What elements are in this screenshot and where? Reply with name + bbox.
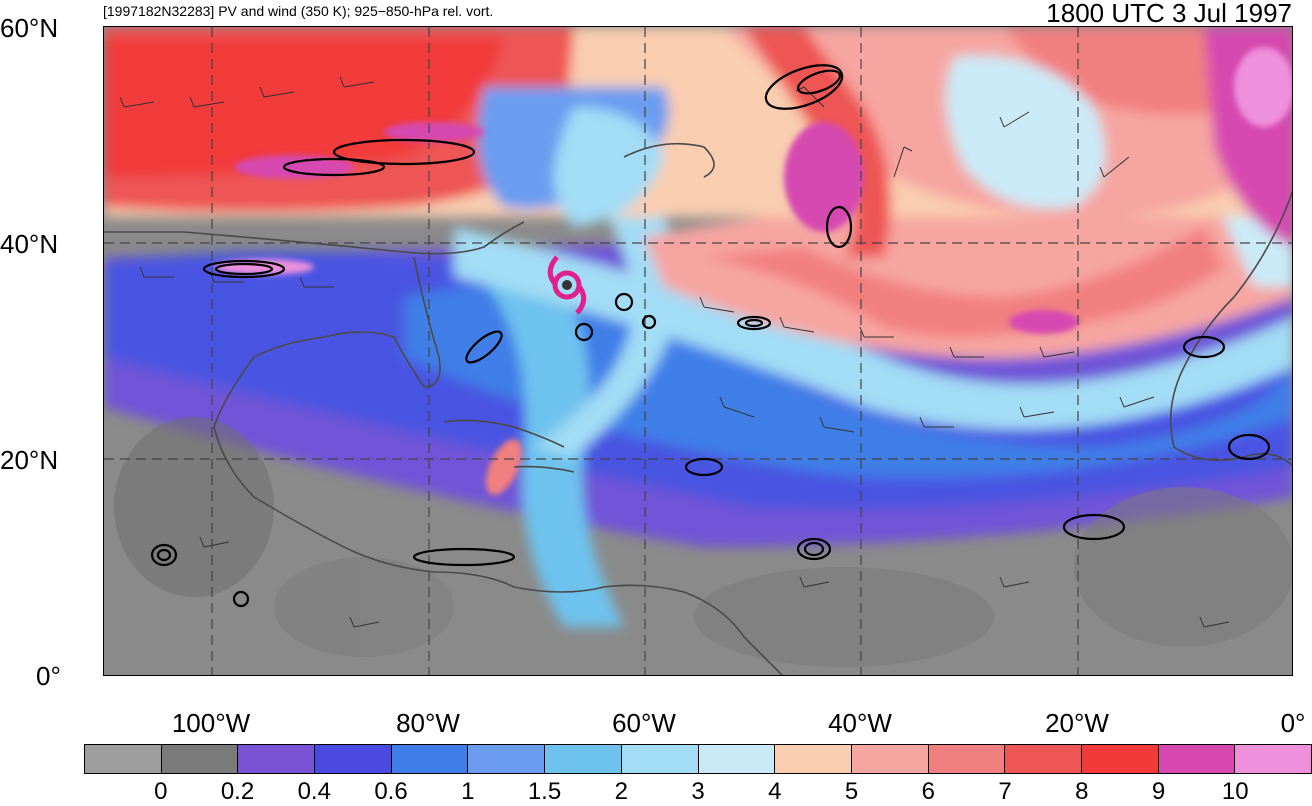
lon-label-80w: 80°W bbox=[396, 708, 460, 738]
lon-label-60w: 60°W bbox=[612, 708, 676, 738]
colorbar-label: 10 bbox=[1221, 778, 1249, 805]
wind-barbs bbox=[119, 76, 1230, 628]
pv-shading bbox=[104, 27, 1292, 627]
colorbar-swatch bbox=[851, 745, 929, 773]
colorbar-swatch bbox=[1081, 745, 1159, 773]
lat-label-60n: 60°N bbox=[0, 13, 59, 43]
lat-label-20n: 20°N bbox=[0, 445, 59, 475]
map-timestamp: 1800 UTC 3 Jul 1997 bbox=[1046, 0, 1292, 28]
colorbar-swatch bbox=[545, 745, 622, 773]
colorbar-label: 3 bbox=[691, 778, 705, 805]
colorbar-label: 0.6 bbox=[374, 778, 408, 805]
colorbar-label: 5 bbox=[844, 778, 859, 805]
lon-label-0: 0° bbox=[1280, 708, 1306, 738]
colorbar-label: 0.2 bbox=[220, 778, 255, 805]
colorbar-label: 1 bbox=[461, 778, 475, 805]
colorbar-label: 9 bbox=[1151, 778, 1166, 805]
colorbar bbox=[84, 744, 1312, 774]
colorbar-swatch bbox=[238, 745, 316, 773]
colorbar-label: 7 bbox=[998, 778, 1012, 805]
colorbar-swatch bbox=[391, 745, 469, 773]
colorbar-swatch bbox=[161, 745, 239, 773]
hurricane-symbol bbox=[547, 255, 587, 315]
map-title: [1997182N32283] PV and wind (350 K); 925… bbox=[103, 3, 494, 19]
colorbar-swatch bbox=[315, 745, 392, 773]
colorbar-swatch bbox=[1005, 745, 1082, 773]
lat-label-40n: 40°N bbox=[0, 229, 59, 259]
colorbar-swatch bbox=[468, 745, 546, 773]
lon-label-100w: 100°W bbox=[171, 708, 251, 738]
colorbar-swatch bbox=[1158, 745, 1236, 773]
tropical-shading bbox=[114, 417, 1292, 667]
colorbar-swatch bbox=[928, 745, 1006, 773]
colorbar-label: 0 bbox=[154, 778, 168, 805]
colorbar-swatch bbox=[621, 745, 699, 773]
colorbar-label: 1.5 bbox=[527, 778, 562, 805]
map-field bbox=[104, 27, 1292, 675]
colorbar-label: 4 bbox=[768, 778, 782, 805]
colorbar-label: 2 bbox=[614, 778, 628, 805]
colorbar-swatch bbox=[85, 745, 162, 773]
coastlines bbox=[104, 142, 1292, 675]
colorbar-label: 6 bbox=[921, 778, 935, 805]
colorbar-swatch bbox=[775, 745, 852, 773]
lat-label-0: 0° bbox=[36, 661, 61, 691]
lon-label-20w: 20°W bbox=[1045, 708, 1109, 738]
colorbar-swatch bbox=[698, 745, 776, 773]
lon-label-40w: 40°W bbox=[828, 708, 892, 738]
colorbar-swatch bbox=[1235, 745, 1311, 773]
pv-high-blobs bbox=[214, 47, 1292, 495]
colorbar-label: 8 bbox=[1075, 778, 1089, 805]
map-panel bbox=[103, 26, 1293, 676]
vorticity-contours bbox=[150, 64, 1271, 608]
colorbar-label: 0.4 bbox=[297, 778, 331, 805]
